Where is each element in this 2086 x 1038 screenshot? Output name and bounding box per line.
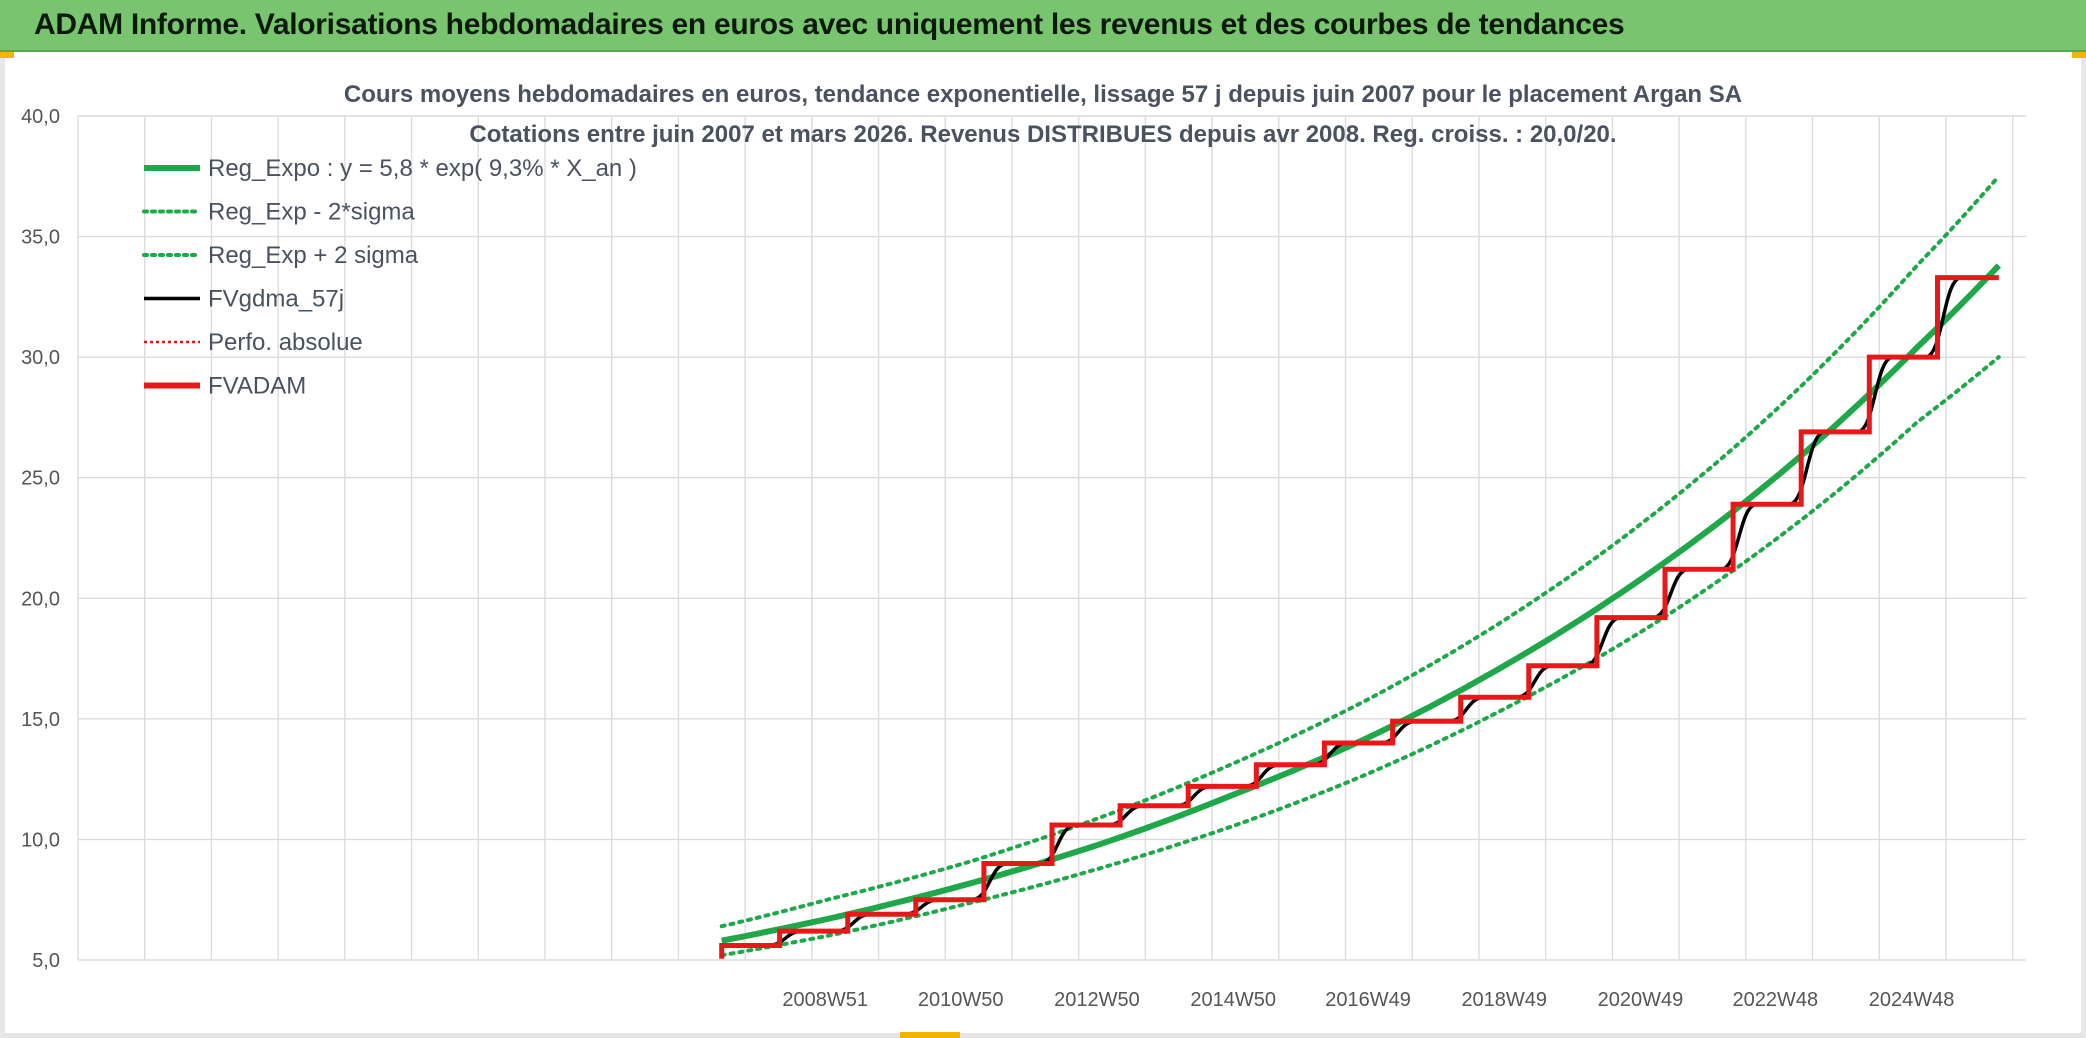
legend-item-perf: Perfo. absolue xyxy=(144,329,363,356)
series-reg-exp-plus-2-sigma xyxy=(719,174,2001,929)
y-tick-label: 20,0 xyxy=(21,588,60,610)
chart: 5,010,015,020,025,030,035,040,0 2008W51 2… xyxy=(21,81,2026,1011)
y-axis-tick-labels: 5,0 10,0 15,0 20,0 25,0 30,0 35,0 40,0 xyxy=(21,106,60,972)
legend-label: FVgdma_57j xyxy=(208,286,344,313)
series-fvgdma-57j xyxy=(721,275,1987,948)
y-tick-label: 5,0 xyxy=(32,950,60,972)
legend-label: Reg_Exp - 2*sigma xyxy=(208,199,415,226)
corner-accent-top-left xyxy=(0,52,14,58)
vertical-gridlines xyxy=(77,116,2014,960)
chart-title-line-2: Cotations entre juin 2007 et mars 2026. … xyxy=(469,121,1616,148)
legend-item-fvadam: FVADAM xyxy=(144,373,306,400)
x-tick-label: 2014W50 xyxy=(1190,989,1276,1011)
series-fvadam xyxy=(719,275,1999,959)
legend-item-high: Reg_Exp + 2 sigma xyxy=(142,242,419,269)
x-axis-tick-labels: 2008W51 2010W50 2012W50 2014W50 2016W49 2018W… xyxy=(782,989,1954,1011)
legend-label: Reg_Exp + 2 sigma xyxy=(208,242,419,269)
legend-label: FVADAM xyxy=(208,373,306,400)
y-tick-label: 40,0 xyxy=(21,106,60,128)
x-tick-label: 2012W50 xyxy=(1054,989,1140,1011)
horizontal-gridlines xyxy=(78,115,2026,961)
x-tick-label: 2008W51 xyxy=(782,989,868,1011)
x-tick-label: 2022W48 xyxy=(1733,989,1819,1011)
y-tick-label: 15,0 xyxy=(21,709,60,731)
legend: Reg_Expo : y = 5,8 * exp( 9,3% * X_an ) R… xyxy=(142,155,637,400)
x-tick-label: 2018W49 xyxy=(1461,989,1547,1011)
y-tick-label: 30,0 xyxy=(21,347,60,369)
y-tick-label: 35,0 xyxy=(21,227,60,249)
x-tick-label: 2016W49 xyxy=(1325,989,1411,1011)
y-tick-label: 25,0 xyxy=(21,468,60,490)
series-layer xyxy=(719,174,2001,959)
legend-item-low: Reg_Exp - 2*sigma xyxy=(142,199,415,226)
legend-item-reg: Reg_Expo : y = 5,8 * exp( 9,3% * X_an ) xyxy=(144,155,637,182)
legend-item-smooth: FVgdma_57j xyxy=(144,286,344,313)
x-tick-label: 2020W49 xyxy=(1598,989,1684,1011)
y-tick-label: 10,0 xyxy=(21,829,60,851)
page-title: ADAM Informe. Valorisations hebdomadaire… xyxy=(34,8,1625,41)
chart-title-line-1: Cours moyens hebdomadaires en euros, ten… xyxy=(344,81,1742,108)
x-tick-label: 2010W50 xyxy=(918,989,1004,1011)
corner-accent-bottom xyxy=(900,1032,960,1038)
legend-label: Perfo. absolue xyxy=(208,329,363,356)
header-banner: ADAM Informe. Valorisations hebdomadaire… xyxy=(0,0,2086,52)
x-tick-label: 2024W48 xyxy=(1869,989,1955,1011)
corner-accent-top-right xyxy=(2072,52,2086,58)
legend-label: Reg_Expo : y = 5,8 * exp( 9,3% * X_an ) xyxy=(208,155,637,182)
